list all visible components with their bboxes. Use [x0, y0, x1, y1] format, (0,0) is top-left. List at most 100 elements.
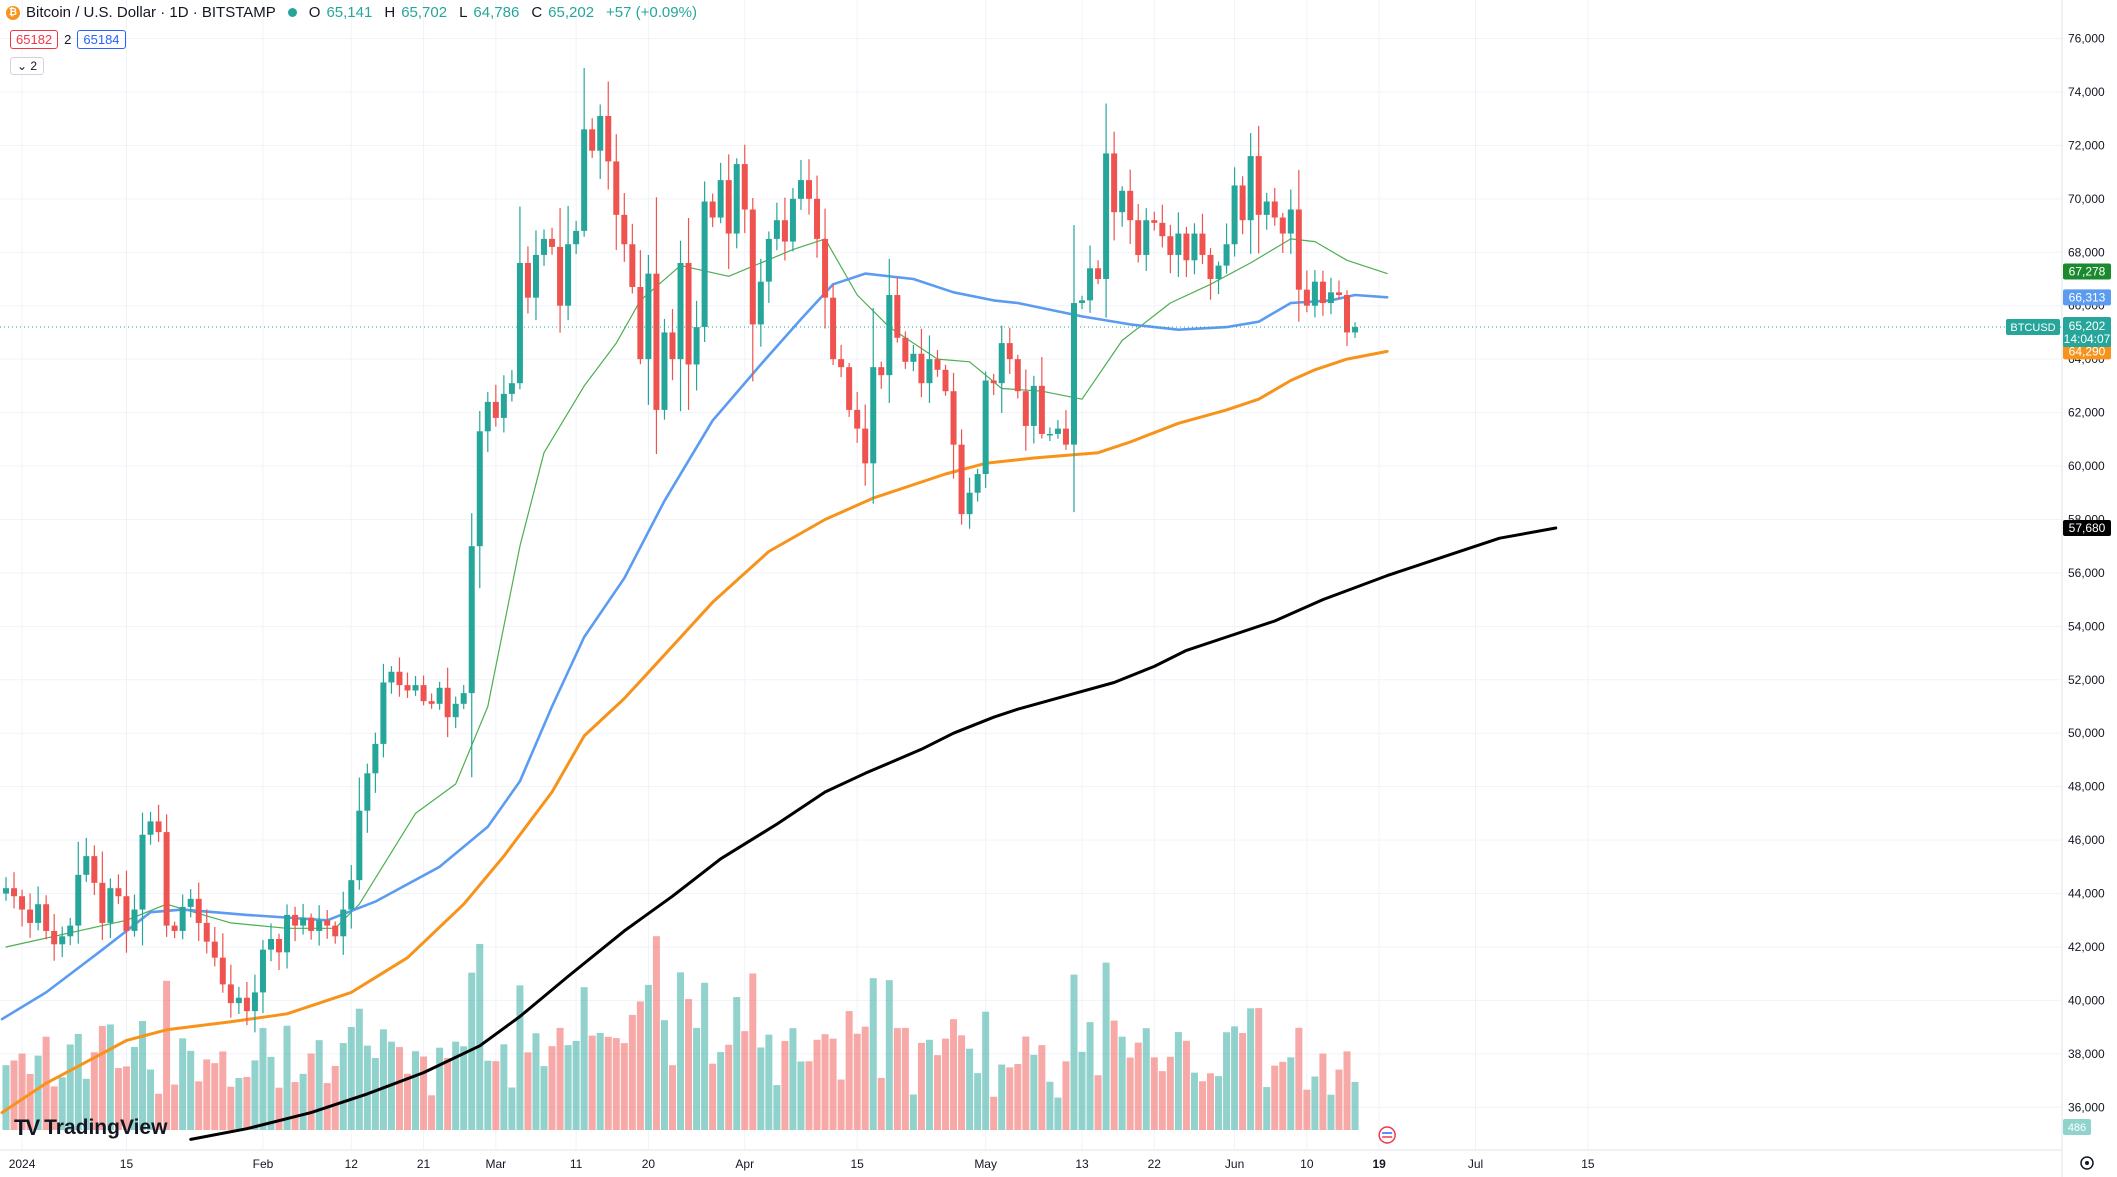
volume-bar: [492, 1061, 500, 1130]
volume-bar: [98, 1026, 106, 1130]
price-tick-label: 70,000: [2068, 192, 2105, 206]
candle-body: [1352, 327, 1359, 333]
candle-body: [1191, 233, 1198, 261]
volume-bar: [1198, 1081, 1206, 1130]
time-axis[interactable]: 2024 15 Feb 12 21 Mar 11 20 Apr 15 May 13 22 Jun 10 19 J…: [9, 1156, 2094, 1171]
candle-body: [1127, 190, 1134, 221]
candle-body: [830, 297, 837, 360]
candle-body: [605, 115, 612, 162]
volume-bar: [1094, 1075, 1102, 1130]
candles: [3, 67, 1359, 1033]
volume-bar: [50, 1086, 58, 1130]
candle-body: [27, 909, 34, 923]
volume-bar: [660, 1020, 668, 1130]
volume-bar: [1311, 1076, 1319, 1130]
price-tick-label: 62,000: [2068, 406, 2105, 420]
candle-body: [203, 922, 210, 942]
volume-bar: [428, 1095, 436, 1130]
volume-bar: [701, 982, 709, 1130]
volume-bar: [861, 1026, 869, 1130]
volume-bar: [1150, 1057, 1158, 1130]
volume-bar: [508, 1087, 516, 1130]
sell-button[interactable]: 65182: [10, 30, 59, 49]
price-tick-label: 46,000: [2068, 833, 2105, 847]
candle-body: [1199, 233, 1206, 255]
volume-bar: [58, 1077, 66, 1130]
candle-body: [789, 198, 796, 242]
buy-button[interactable]: 65184: [77, 30, 126, 49]
chevron-down-icon: ⌄: [17, 59, 28, 73]
volume-bar: [709, 1063, 717, 1130]
candle-body: [484, 401, 491, 432]
volume-bar: [275, 1087, 283, 1130]
volume-bar: [219, 1051, 227, 1130]
candle-body: [1030, 385, 1037, 426]
volume-bar: [74, 1033, 82, 1130]
volume-bar: [1207, 1073, 1214, 1130]
candle-body: [894, 295, 901, 338]
volume-bar: [1287, 1057, 1295, 1130]
high-value: 65,702: [401, 4, 448, 21]
indicators-toggle[interactable]: ⌄ 2: [10, 57, 45, 75]
volume-bar: [1231, 1026, 1239, 1130]
candle-body: [460, 693, 467, 704]
price-label-66313: 66,313: [2069, 290, 2106, 304]
candle-body: [597, 115, 604, 151]
candle-body: [1159, 222, 1166, 237]
candle-body: [131, 909, 138, 931]
candle-body: [838, 359, 845, 368]
volume-bar: [1351, 1081, 1359, 1130]
candle-body: [573, 230, 580, 245]
candle-body: [211, 941, 218, 958]
candle-body: [139, 834, 146, 910]
volume-bar: [468, 972, 476, 1130]
volume-bar: [1086, 1022, 1094, 1130]
candle-body: [1223, 244, 1230, 266]
volume-bar: [781, 1041, 789, 1130]
candle-body: [300, 917, 307, 926]
volume-bar: [620, 1043, 628, 1130]
time-tick-label: 20: [642, 1157, 656, 1171]
volume-bar: [1046, 1081, 1054, 1130]
volume-bar: [106, 1024, 114, 1130]
price-axis[interactable]: 36,000 38,000 40,000 42,000 44,000 46,000 48,0…: [2068, 0, 2105, 1115]
symbol-legend[interactable]: ₿ Bitcoin / U.S. Dollar · 1D · BITSTAMP …: [6, 4, 703, 21]
volume-bar: [1070, 974, 1078, 1130]
volume-bar: [179, 1038, 187, 1130]
price-tick-label: 54,000: [2068, 619, 2105, 633]
volume-bar: [821, 1034, 829, 1130]
candle-body: [814, 198, 821, 239]
time-tick-label: 22: [1148, 1157, 1162, 1171]
tradingview-logo[interactable]: TV TradingView: [14, 1115, 167, 1141]
volume-bar: [652, 936, 660, 1130]
volume-bar: [524, 1052, 532, 1130]
price-label-67278-bg: [2063, 263, 2111, 280]
volume-bar: [90, 1052, 98, 1130]
candle-body: [99, 882, 106, 923]
candle-body: [452, 703, 459, 718]
time-tick-label: 13: [1075, 1157, 1089, 1171]
volume-bar: [404, 1073, 411, 1130]
indicators-count: 2: [30, 59, 38, 73]
symbol-title[interactable]: Bitcoin / U.S. Dollar · 1D · BITSTAMP: [26, 4, 276, 21]
settings-gear-icon[interactable]: [2080, 1156, 2094, 1170]
price-tick-label: 36,000: [2068, 1100, 2105, 1114]
candle-body: [709, 201, 716, 218]
candle-body: [1014, 359, 1021, 392]
volume-bar: [1158, 1071, 1166, 1130]
volume-bar: [2, 1065, 10, 1130]
volume-bar: [1335, 1069, 1343, 1130]
time-tick-label: Apr: [735, 1157, 754, 1171]
volume-bar: [1327, 1094, 1335, 1130]
volume-bar: [436, 1047, 444, 1130]
volume-bars: [2, 936, 1359, 1130]
time-tick-label: 10: [1300, 1157, 1314, 1171]
volume-bar: [1006, 1067, 1014, 1130]
candle-body: [292, 914, 299, 926]
candle-body: [725, 180, 732, 234]
volume-bar: [339, 1043, 347, 1130]
volume-bar: [845, 1011, 853, 1130]
volume-bar: [548, 1046, 556, 1130]
volume-bar: [998, 1064, 1006, 1130]
